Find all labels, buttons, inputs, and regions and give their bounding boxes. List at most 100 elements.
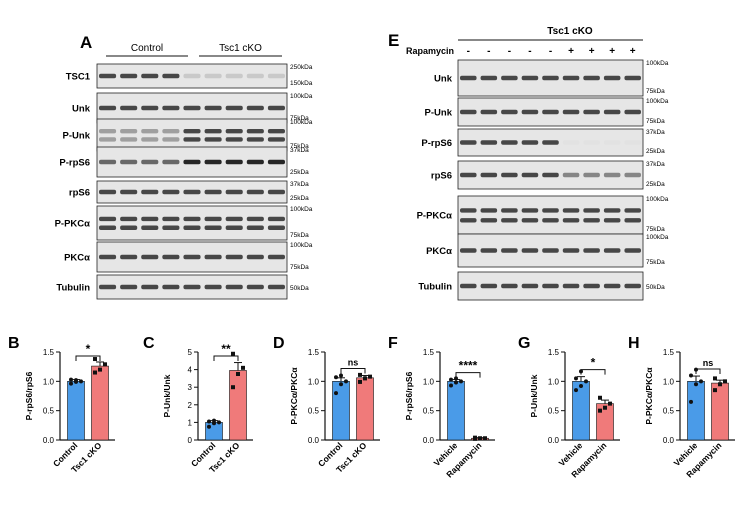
blot-row: P-Unk 100kDa 75kDa bbox=[425, 97, 669, 127]
marker-label: 75kDa bbox=[290, 143, 309, 150]
blot-band bbox=[246, 128, 264, 134]
significance-label: ns bbox=[703, 358, 714, 368]
blot-band bbox=[583, 172, 600, 178]
blot-band bbox=[583, 140, 600, 144]
marker-label: 37kDa bbox=[290, 147, 309, 154]
blot-band bbox=[501, 208, 518, 213]
data-point bbox=[74, 378, 78, 383]
blot-band bbox=[603, 283, 621, 289]
data-point bbox=[98, 367, 102, 372]
blot-band bbox=[562, 172, 580, 178]
significance-bracket bbox=[580, 369, 606, 375]
blot-band bbox=[521, 140, 539, 145]
panel-letter: F bbox=[388, 335, 398, 352]
blot-band bbox=[120, 216, 138, 222]
data-point bbox=[207, 419, 211, 424]
blot-band bbox=[225, 137, 243, 142]
blot-label: Unk bbox=[72, 104, 91, 115]
blot-band bbox=[603, 172, 621, 178]
data-point bbox=[363, 376, 367, 381]
data-point bbox=[713, 388, 717, 393]
data-point bbox=[79, 379, 83, 384]
data-point bbox=[454, 380, 458, 385]
y-tick-label: 0.5 bbox=[308, 407, 320, 416]
blot-band bbox=[480, 75, 498, 81]
marker-label: 50kDa bbox=[646, 284, 665, 291]
significance-bracket bbox=[695, 368, 721, 375]
y-tick-label: 1.0 bbox=[43, 377, 55, 386]
blot-band bbox=[521, 109, 539, 115]
blot-band bbox=[162, 254, 180, 260]
blot-band bbox=[542, 248, 559, 253]
blot-band bbox=[225, 254, 243, 260]
blot-band bbox=[141, 254, 159, 260]
bar bbox=[356, 377, 374, 441]
blot-row: P-rpS6 37kDa 25kDa bbox=[421, 128, 665, 157]
significance-label: ** bbox=[221, 342, 231, 356]
data-point bbox=[689, 373, 693, 378]
data-point bbox=[449, 383, 453, 388]
blot-band bbox=[603, 248, 621, 253]
blot-band bbox=[480, 283, 498, 289]
blot-row: Tubulin 50kDa bbox=[56, 274, 309, 300]
blot-band bbox=[542, 172, 559, 178]
blot-band bbox=[99, 189, 117, 195]
marker-label: 100kDa bbox=[646, 234, 669, 241]
blot-band bbox=[583, 208, 600, 213]
blot-band bbox=[162, 73, 180, 79]
blot-row: P-PKCα 100kDa 75kDa bbox=[417, 195, 669, 235]
y-axis-label: P-rpS6/rpS6 bbox=[24, 371, 34, 420]
data-point bbox=[608, 401, 612, 406]
blot-band bbox=[141, 137, 159, 142]
blot-band bbox=[99, 137, 117, 142]
blot-band bbox=[204, 105, 222, 111]
data-point bbox=[241, 365, 245, 370]
y-tick-label: 3 bbox=[188, 383, 193, 392]
blot-band bbox=[246, 254, 264, 260]
blot-band bbox=[562, 248, 580, 253]
blot-band bbox=[162, 216, 180, 222]
blot-band bbox=[204, 159, 222, 165]
blot-band bbox=[267, 216, 285, 222]
y-tick-label: 0.0 bbox=[423, 436, 435, 445]
blot-label: P-Unk bbox=[63, 131, 91, 142]
blot-band bbox=[267, 128, 285, 134]
blot-label: P-Unk bbox=[425, 108, 453, 119]
blot-band bbox=[460, 140, 477, 145]
blot-label: P-rpS6 bbox=[59, 158, 90, 169]
data-point bbox=[93, 370, 97, 375]
y-tick-label: 0.0 bbox=[308, 436, 320, 445]
data-point bbox=[334, 391, 338, 396]
y-axis-label: P-PKCα/PKCα bbox=[289, 367, 299, 425]
blot-band bbox=[120, 105, 138, 111]
data-point bbox=[603, 405, 607, 410]
blot-band bbox=[183, 225, 201, 230]
blot-band bbox=[120, 284, 138, 290]
blot-band bbox=[624, 218, 641, 223]
blot-band bbox=[246, 137, 264, 142]
data-point bbox=[699, 379, 703, 384]
data-point bbox=[103, 362, 107, 367]
data-point bbox=[478, 436, 482, 441]
blot-band bbox=[521, 75, 539, 81]
data-point bbox=[483, 436, 487, 441]
blot-band bbox=[99, 73, 117, 79]
blot-label: rpS6 bbox=[69, 188, 90, 199]
blot-band bbox=[460, 172, 477, 178]
blot-band bbox=[246, 284, 264, 290]
y-tick-label: 0.5 bbox=[548, 407, 560, 416]
blot-band bbox=[99, 284, 117, 290]
y-tick-label: 1.0 bbox=[423, 377, 435, 386]
blot-band bbox=[267, 189, 285, 195]
blot-band bbox=[246, 105, 264, 111]
marker-label: 100kDa bbox=[646, 98, 669, 105]
data-point bbox=[69, 381, 73, 386]
panel-letter: G bbox=[518, 335, 530, 352]
y-tick-label: 1.0 bbox=[548, 377, 560, 386]
panel-letter: B bbox=[8, 335, 20, 352]
